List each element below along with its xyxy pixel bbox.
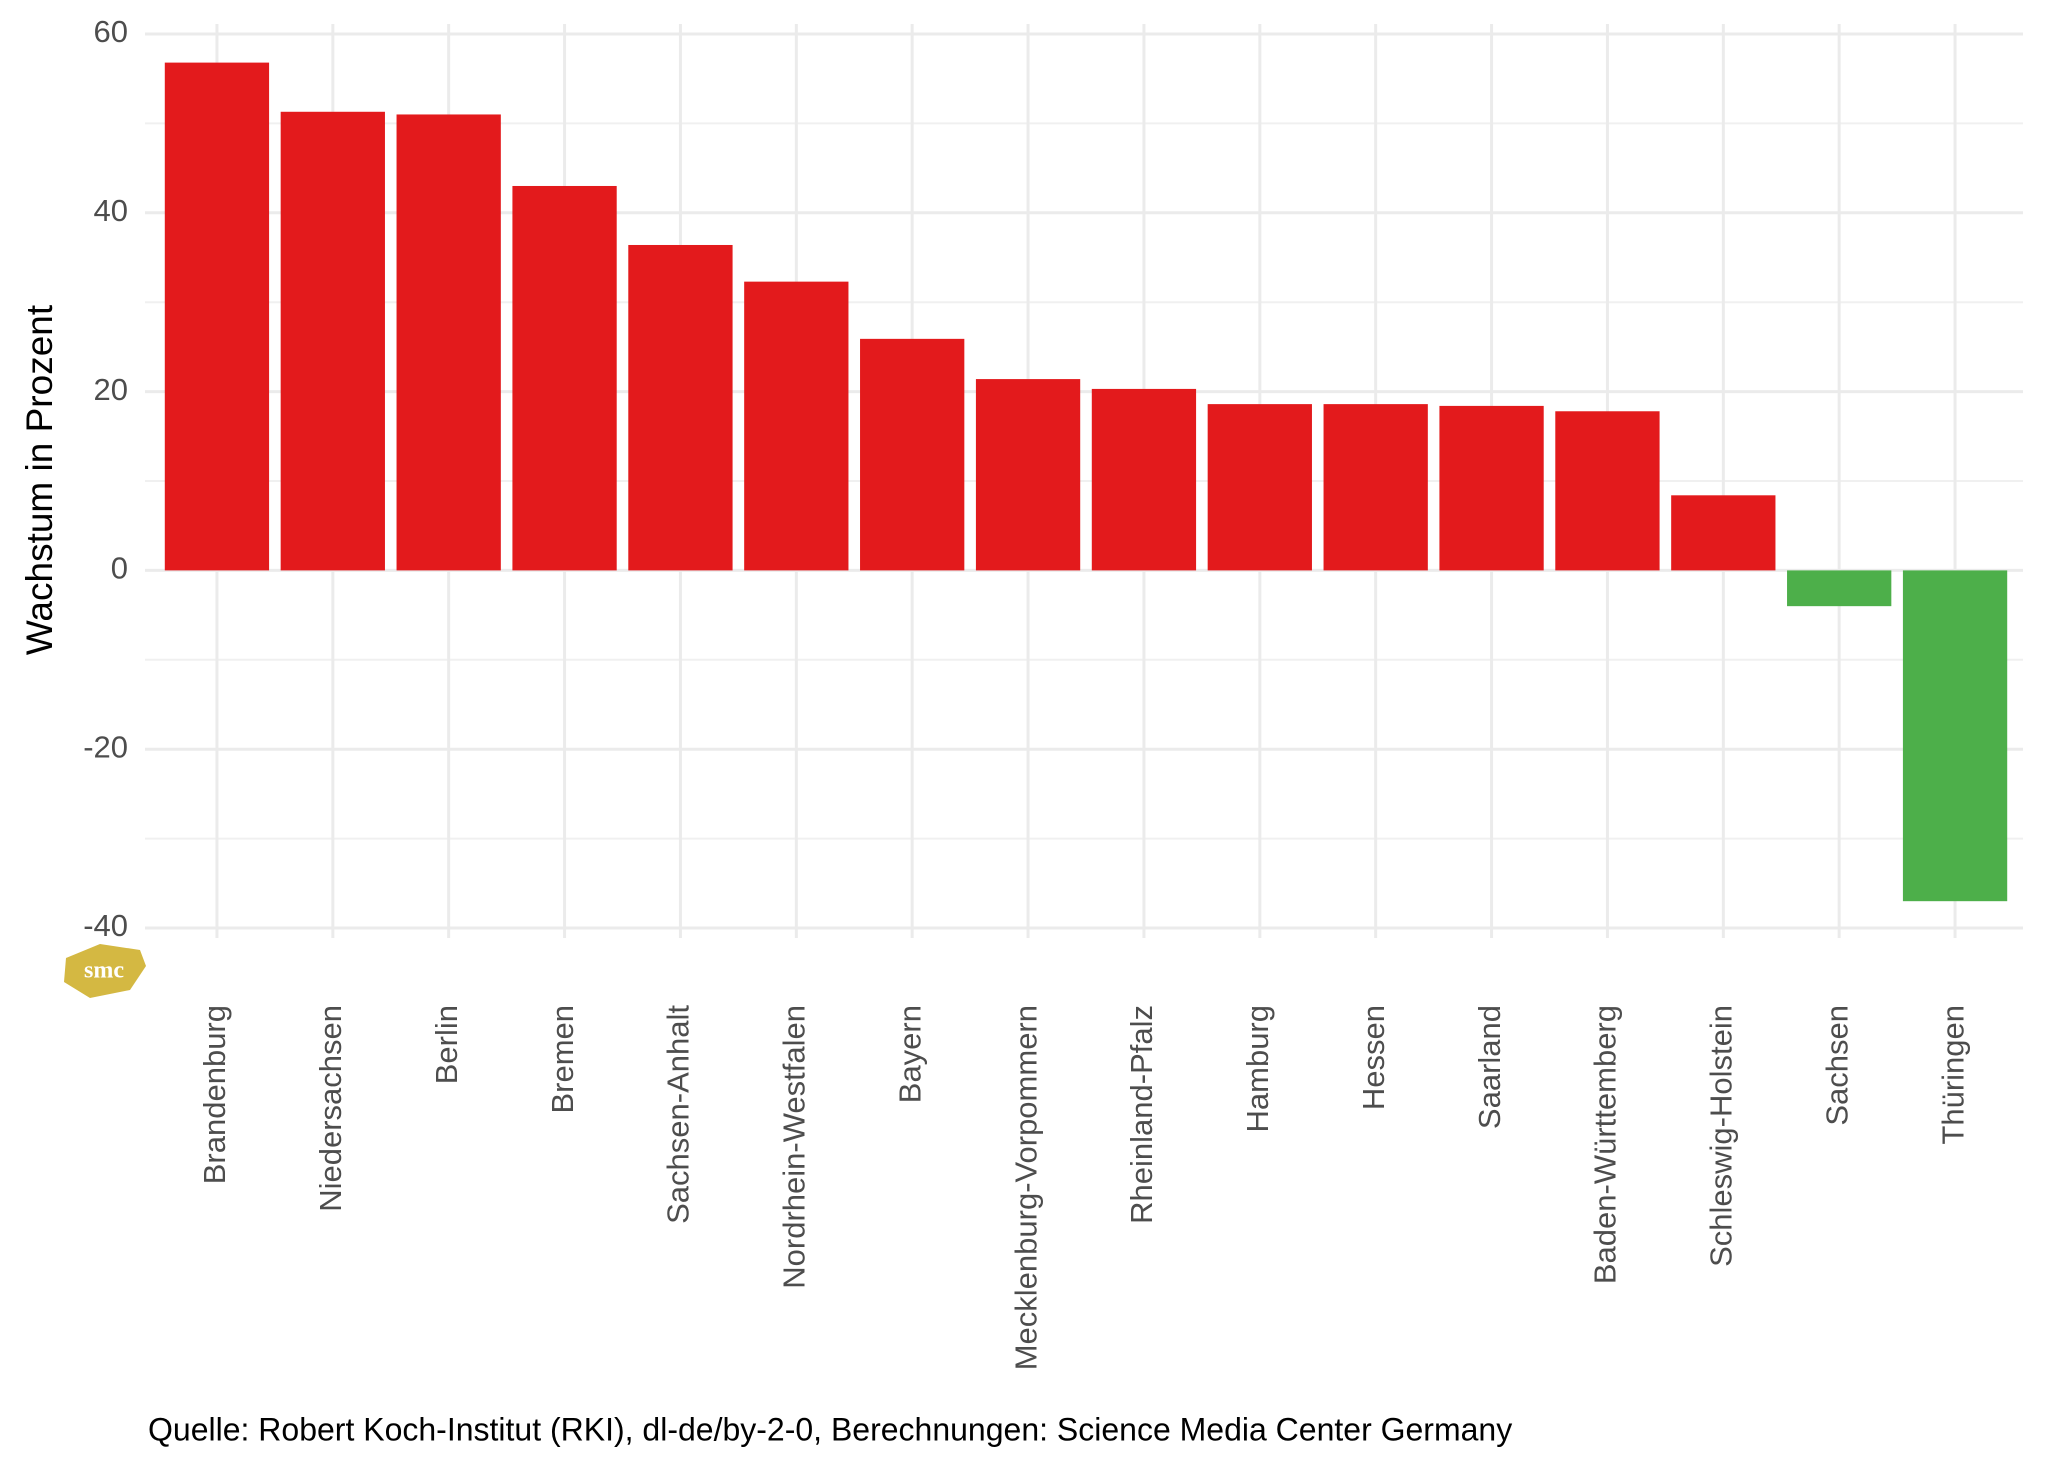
y-tick-label: -40 — [83, 908, 128, 943]
bar — [975, 379, 1081, 571]
bar — [628, 244, 733, 571]
bar — [164, 62, 270, 571]
x-tick-label: Berlin — [429, 1005, 464, 1084]
bar — [860, 338, 965, 571]
y-tick-label: 60 — [94, 14, 128, 49]
x-tick-label: Hamburg — [1240, 1005, 1275, 1133]
y-tick-label: 0 — [111, 551, 128, 586]
bar — [744, 281, 849, 571]
x-tick-label: Niedersachsen — [313, 1005, 348, 1212]
bar — [512, 185, 617, 571]
bar — [280, 111, 385, 571]
bar — [1091, 388, 1197, 571]
x-tick-label: Nordrhein-Westfalen — [777, 1005, 812, 1289]
caption: Quelle: Robert Koch-Institut (RKI), dl-d… — [148, 1411, 1512, 1447]
y-tick-label: -20 — [83, 729, 128, 764]
bar — [1671, 495, 1776, 571]
bar — [396, 114, 501, 571]
x-tick-label: Mecklenburg-Vorpommern — [1008, 1005, 1043, 1370]
x-tick-label: Baden-Württemberg — [1588, 1005, 1623, 1284]
y-tick-label: 40 — [94, 193, 128, 228]
bar — [1439, 405, 1544, 571]
x-tick-label: Brandenburg — [197, 1005, 232, 1184]
x-tick-label: Saarland — [1472, 1005, 1507, 1129]
x-tick-label: Rheinland-Pfalz — [1124, 1005, 1159, 1224]
x-tick-label: Bayern — [892, 1005, 927, 1103]
x-tick-label: Bremen — [545, 1005, 580, 1114]
logo-shape — [64, 944, 146, 998]
bar — [1902, 570, 2008, 902]
y-tick-label: 20 — [94, 372, 128, 407]
bar — [1555, 411, 1660, 571]
x-tick-label: Sachsen-Anhalt — [661, 1005, 696, 1224]
x-tick-label: Hessen — [1356, 1005, 1391, 1110]
bar — [1207, 404, 1312, 571]
bar — [1787, 570, 1892, 607]
y-axis-label: Wachstum in Prozent — [19, 304, 60, 655]
x-tick-label: Thüringen — [1935, 1005, 1970, 1145]
logo: smc — [84, 958, 124, 984]
bar — [1323, 404, 1428, 571]
x-tick-label: Schleswig-Holstein — [1704, 1005, 1739, 1267]
x-tick-label: Sachsen — [1819, 1005, 1854, 1126]
